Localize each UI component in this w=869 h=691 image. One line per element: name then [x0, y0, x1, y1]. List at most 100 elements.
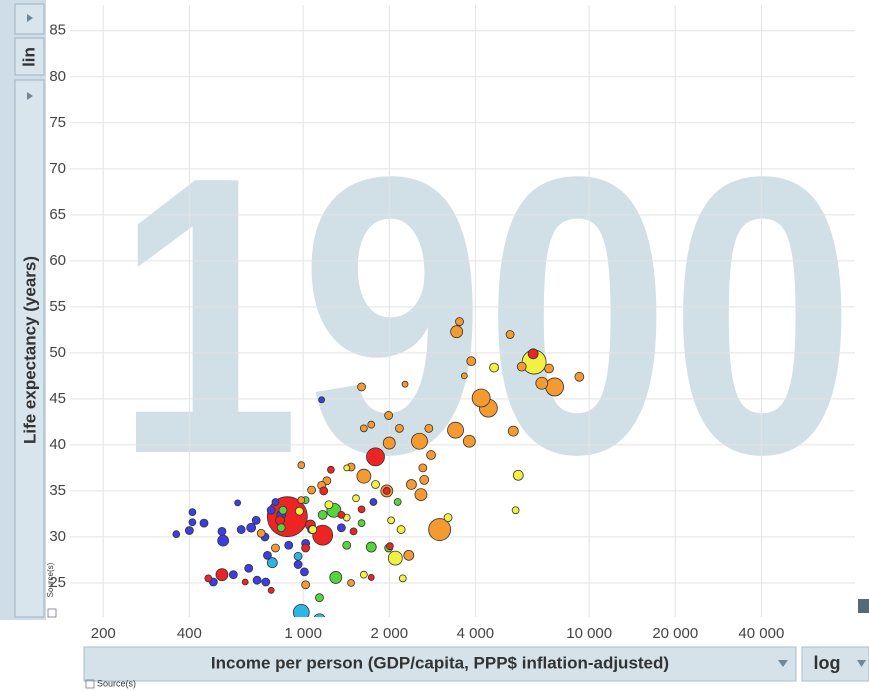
x-tick-label: 200 — [91, 625, 116, 642]
dropdown-arrow — [857, 660, 866, 667]
bubble — [244, 563, 254, 573]
x-axis-title: Income per person (GDP/capita, PPP$ infl… — [211, 653, 669, 672]
bubble — [300, 567, 309, 577]
y-tick-label: 55 — [49, 298, 66, 315]
bubble — [411, 432, 428, 450]
bubble — [246, 522, 257, 533]
y-scale-button[interactable] — [14, 37, 45, 76]
y-tick-label: 70 — [49, 160, 66, 177]
bubble — [357, 505, 366, 514]
bubble — [535, 376, 549, 390]
bubble — [329, 571, 343, 584]
bubble — [308, 525, 318, 534]
bubble — [545, 377, 565, 397]
arrow-icon — [27, 14, 33, 22]
bubble — [241, 578, 249, 586]
x-axis-selector[interactable] — [83, 646, 797, 682]
bubble — [266, 557, 278, 569]
bubble — [505, 330, 515, 339]
table-icon — [85, 679, 95, 689]
bubble — [297, 461, 306, 470]
bubble — [293, 551, 303, 561]
bubble — [319, 486, 329, 496]
y-scale-label: lin — [19, 47, 38, 67]
bubble — [236, 525, 246, 534]
bubble — [424, 423, 434, 433]
x-tick-label: 40 000 — [738, 625, 784, 642]
bubble — [447, 421, 464, 439]
bubble — [342, 540, 352, 550]
bubble — [266, 505, 276, 515]
bubble — [426, 450, 436, 460]
y-tick-label: 85 — [49, 22, 66, 39]
bubble — [382, 436, 396, 450]
bubble — [251, 515, 261, 525]
bubble — [343, 464, 351, 472]
bubble — [217, 527, 227, 536]
bubble — [318, 396, 326, 404]
bubble — [462, 434, 476, 448]
source-link[interactable]: Source(s) — [97, 678, 136, 688]
bubble — [360, 424, 368, 433]
bubble — [418, 463, 428, 473]
x-scale-label: log — [814, 653, 841, 673]
bubble — [301, 580, 311, 590]
bubble — [312, 524, 334, 546]
bubble — [317, 509, 328, 520]
bubble — [352, 494, 360, 503]
bubble — [516, 361, 527, 372]
bubble — [365, 541, 377, 553]
bubble — [387, 516, 395, 525]
bubble — [387, 550, 403, 566]
y-tick-label: 35 — [49, 482, 66, 499]
x-tick-label: 10 000 — [566, 625, 612, 642]
bubble — [384, 411, 394, 420]
table-icon — [47, 608, 57, 618]
y-tick-label: 75 — [49, 114, 66, 131]
y-tick-label: 30 — [49, 528, 66, 545]
source-link[interactable]: Source(s) — [46, 562, 55, 597]
y-tick-label: 45 — [49, 390, 66, 407]
bubble — [313, 613, 326, 617]
bubble — [414, 488, 428, 502]
bubble — [301, 543, 311, 553]
bubble — [512, 469, 524, 481]
bubble — [336, 523, 346, 533]
bubble — [386, 542, 394, 551]
bubble — [284, 540, 294, 550]
bubble — [217, 534, 230, 547]
x-tick-label: 20 000 — [652, 625, 698, 642]
bubble — [294, 506, 304, 516]
bubble — [455, 317, 464, 326]
bubble — [450, 325, 464, 339]
bubble — [327, 465, 335, 474]
x-scale-selector[interactable] — [801, 646, 869, 682]
y-tick-label: 80 — [49, 68, 66, 85]
bubble — [574, 371, 585, 382]
y-tick-label: 50 — [49, 344, 66, 361]
y-axis-selector[interactable] — [14, 79, 45, 618]
bubble — [406, 479, 417, 490]
bubble — [466, 356, 477, 367]
resize-icon[interactable] — [858, 599, 869, 613]
bubble — [489, 362, 499, 373]
x-tick-label: 4 000 — [457, 625, 495, 642]
bubble — [252, 575, 262, 585]
bubble — [369, 498, 378, 506]
bubble — [511, 506, 520, 515]
bubble — [172, 530, 181, 539]
bubble — [347, 579, 355, 587]
bubble — [276, 523, 286, 533]
y-tick-label: 40 — [49, 436, 66, 453]
bubble — [267, 586, 275, 594]
x-tick-label: 1 000 — [284, 625, 322, 642]
year-watermark: 1900 — [115, 94, 855, 536]
y-tick-label: 60 — [49, 252, 66, 269]
bubble — [396, 525, 406, 534]
bubble — [188, 518, 197, 527]
x-tick-label: 400 — [177, 625, 202, 642]
bubble — [204, 574, 213, 583]
bubble — [356, 468, 372, 484]
bubble — [292, 604, 310, 617]
